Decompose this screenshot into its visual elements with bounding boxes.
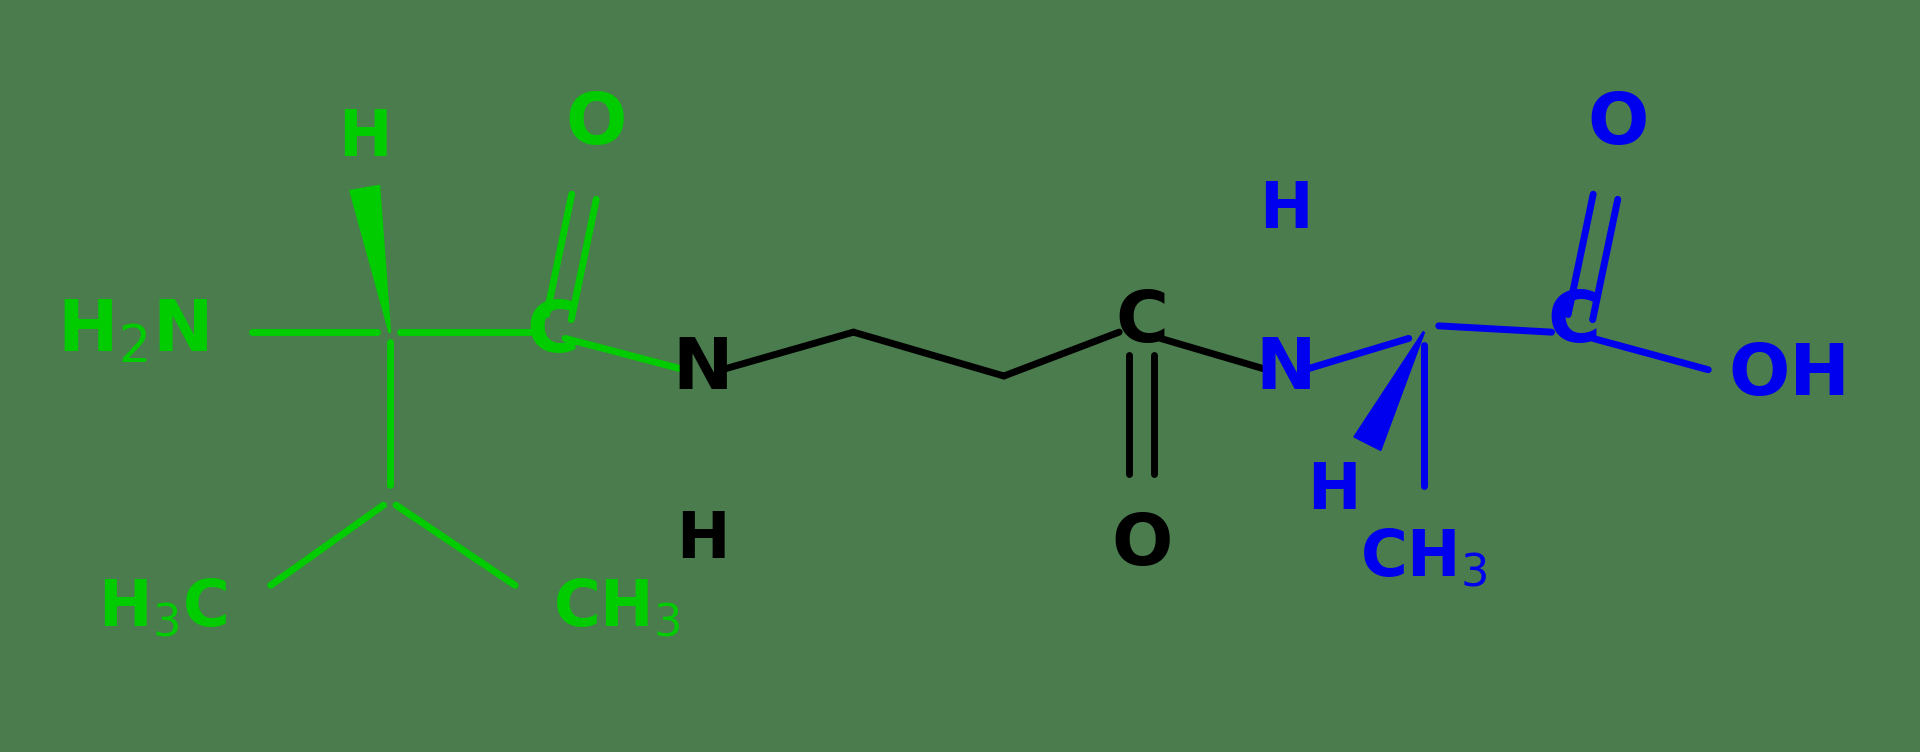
Text: H: H <box>676 509 730 571</box>
Text: H: H <box>1260 179 1313 241</box>
Text: O: O <box>566 90 628 159</box>
Text: CH$_3$: CH$_3$ <box>1359 526 1488 590</box>
Text: H: H <box>1308 460 1361 522</box>
Text: O: O <box>1112 511 1173 581</box>
Text: CH$_3$: CH$_3$ <box>553 577 680 639</box>
Polygon shape <box>349 186 390 332</box>
Text: C: C <box>526 298 580 367</box>
Text: H$_3$C: H$_3$C <box>98 577 227 639</box>
Polygon shape <box>1354 332 1425 450</box>
Text: N: N <box>672 335 733 405</box>
Text: H: H <box>338 108 392 169</box>
Text: H$_2$N: H$_2$N <box>58 298 207 367</box>
Text: N: N <box>1256 335 1315 405</box>
Text: O: O <box>1588 90 1649 159</box>
Text: OH: OH <box>1728 341 1851 411</box>
Text: C: C <box>1548 287 1601 356</box>
Text: C: C <box>1116 287 1167 356</box>
